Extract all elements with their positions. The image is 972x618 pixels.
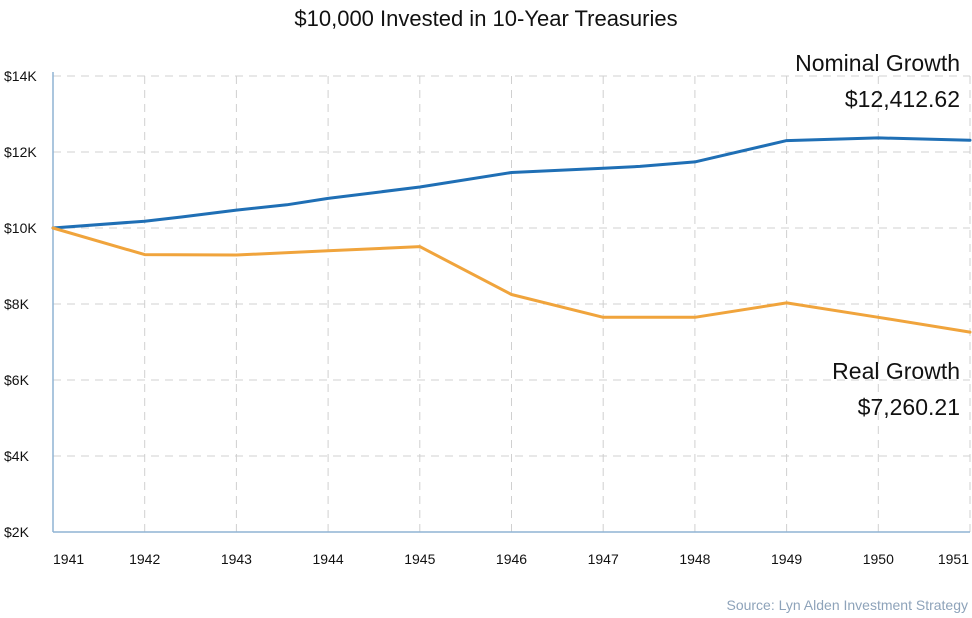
x-tick-label: 1942 xyxy=(129,551,160,567)
y-tick-label: $4K xyxy=(4,448,30,464)
y-tick-label: $12K xyxy=(4,144,37,160)
x-tick-label: 1943 xyxy=(221,551,252,567)
y-tick-label: $2K xyxy=(4,524,30,540)
nominal-growth-label: Nominal Growth xyxy=(795,50,960,76)
x-tick-label: 1949 xyxy=(771,551,802,567)
real-growth-line xyxy=(51,226,972,334)
chart-title: $10,000 Invested in 10-Year Treasuries xyxy=(294,6,678,31)
x-tick-label: 1950 xyxy=(863,551,894,567)
real-growth-label: Real Growth xyxy=(832,358,960,384)
y-tick-label: $10K xyxy=(4,220,37,236)
x-tick-label: 1947 xyxy=(588,551,619,567)
nominal-growth-line xyxy=(51,136,972,230)
y-tick-label: $14K xyxy=(4,68,37,84)
x-tick-label: 1948 xyxy=(679,551,710,567)
x-tick-label: 1946 xyxy=(496,551,527,567)
nominal-growth-value: $12,412.62 xyxy=(844,86,960,112)
x-tick-label: 1944 xyxy=(313,551,344,567)
x-tick-label: 1945 xyxy=(404,551,435,567)
x-tick-label: 1951 xyxy=(938,551,969,567)
y-tick-label: $6K xyxy=(4,372,30,388)
source-note: Source: Lyn Alden Investment Strategy xyxy=(726,597,968,613)
real-growth-value: $7,260.21 xyxy=(857,394,960,420)
x-tick-label: 1941 xyxy=(53,551,84,567)
y-tick-label: $8K xyxy=(4,296,30,312)
